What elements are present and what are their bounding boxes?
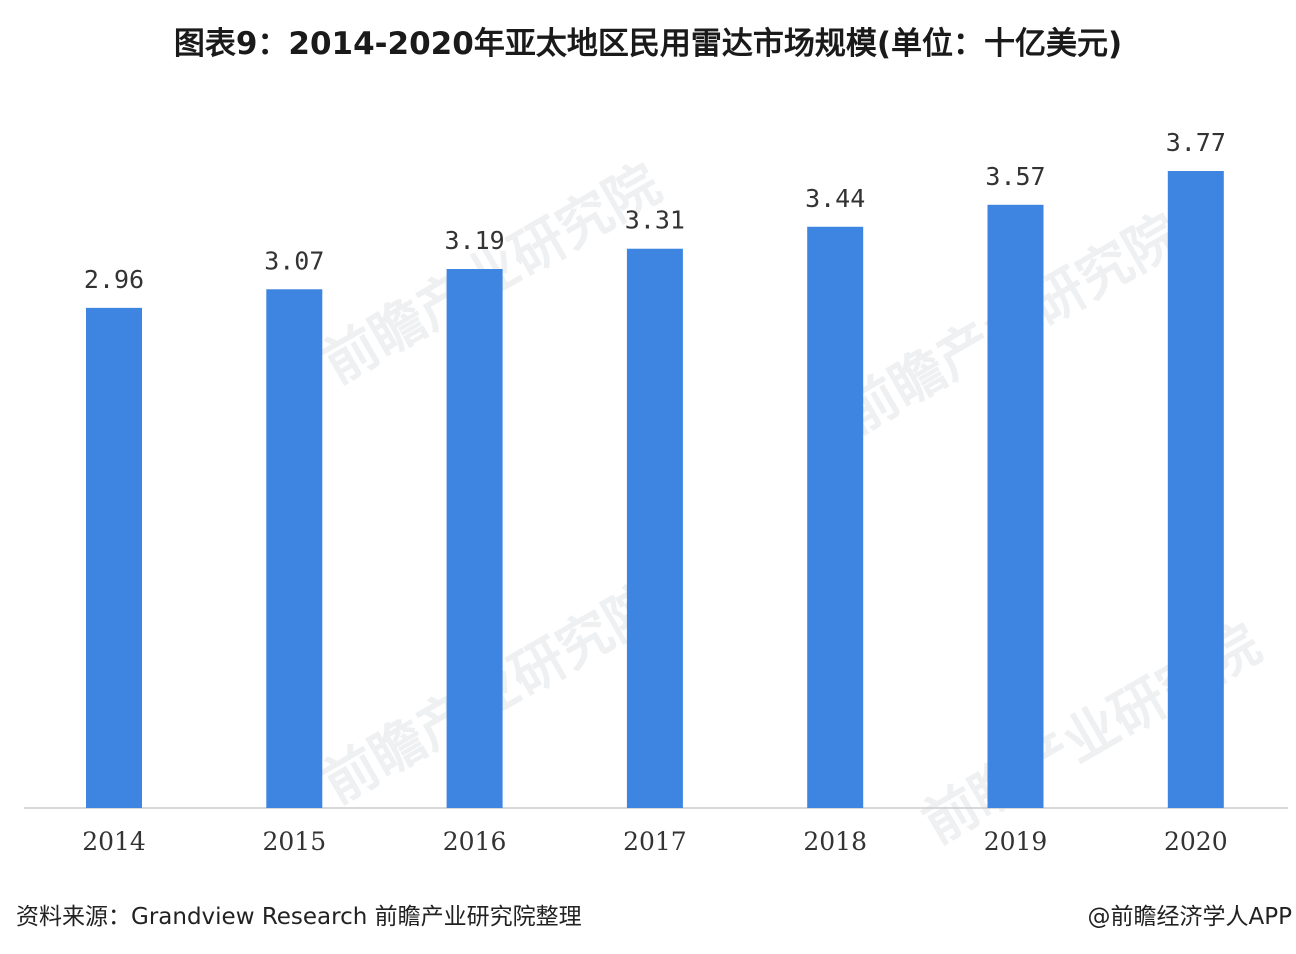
bar-2017	[626, 248, 683, 809]
bar-2020	[1167, 171, 1224, 808]
bar-2018	[807, 226, 864, 809]
data-label-2014: 2.96	[84, 265, 144, 294]
data-label-2019: 3.57	[985, 162, 1045, 191]
bar-2019	[987, 204, 1044, 809]
x-tick-label-2017: 2017	[623, 827, 687, 856]
bar-2016	[446, 269, 503, 808]
credit-note: @前瞻经济学人APP	[1087, 904, 1292, 930]
bar-2014	[86, 307, 142, 808]
data-label-2020: 3.77	[1166, 128, 1226, 157]
data-label-2018: 3.44	[805, 184, 865, 213]
x-tick-label-2016: 2016	[443, 827, 507, 856]
source-note: 资料来源：Grandview Research 前瞻产业研究院整理	[16, 904, 582, 930]
x-tick-label-2018: 2018	[803, 827, 867, 856]
data-label-2016: 3.19	[444, 226, 504, 255]
bar-2015	[266, 289, 323, 808]
chart-title: 图表9：2014-2020年亚太地区民用雷达市场规模(单位：十亿美元)	[173, 26, 1123, 62]
data-label-2015: 3.07	[264, 246, 324, 275]
x-tick-label-2014: 2014	[82, 827, 146, 856]
x-tick-label-2015: 2015	[262, 827, 326, 856]
x-tick-label-2020: 2020	[1164, 827, 1228, 856]
data-label-2017: 3.31	[625, 206, 685, 235]
x-tick-label-2019: 2019	[984, 827, 1048, 856]
